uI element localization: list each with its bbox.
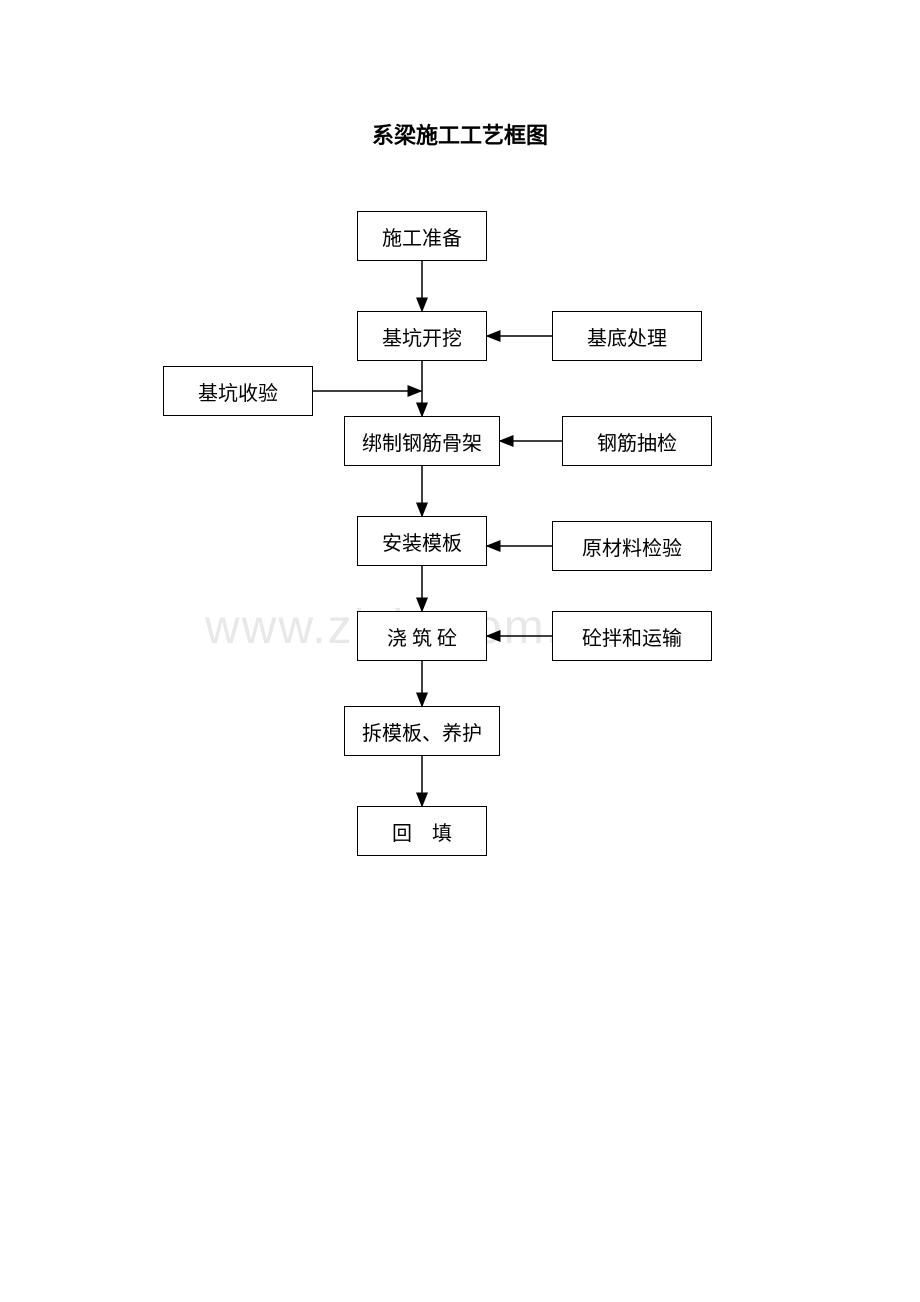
node-base: 基底处理 <box>552 311 702 361</box>
node-strip: 拆模板、养护 <box>344 706 500 756</box>
node-matchk: 原材料检验 <box>552 521 712 571</box>
node-mix: 砼拌和运输 <box>552 611 712 661</box>
node-backfill: 回 填 <box>357 806 487 856</box>
node-pour: 浇 筑 砼 <box>357 611 487 661</box>
diagram-title: 系梁施工工艺框图 <box>0 118 920 150</box>
node-rebarchk: 钢筋抽检 <box>562 416 712 466</box>
node-prep: 施工准备 <box>357 211 487 261</box>
node-inspect: 基坑收验 <box>163 366 313 416</box>
node-form: 安装模板 <box>357 516 487 566</box>
node-excavate: 基坑开挖 <box>357 311 487 361</box>
node-rebar: 绑制钢筋骨架 <box>344 416 500 466</box>
